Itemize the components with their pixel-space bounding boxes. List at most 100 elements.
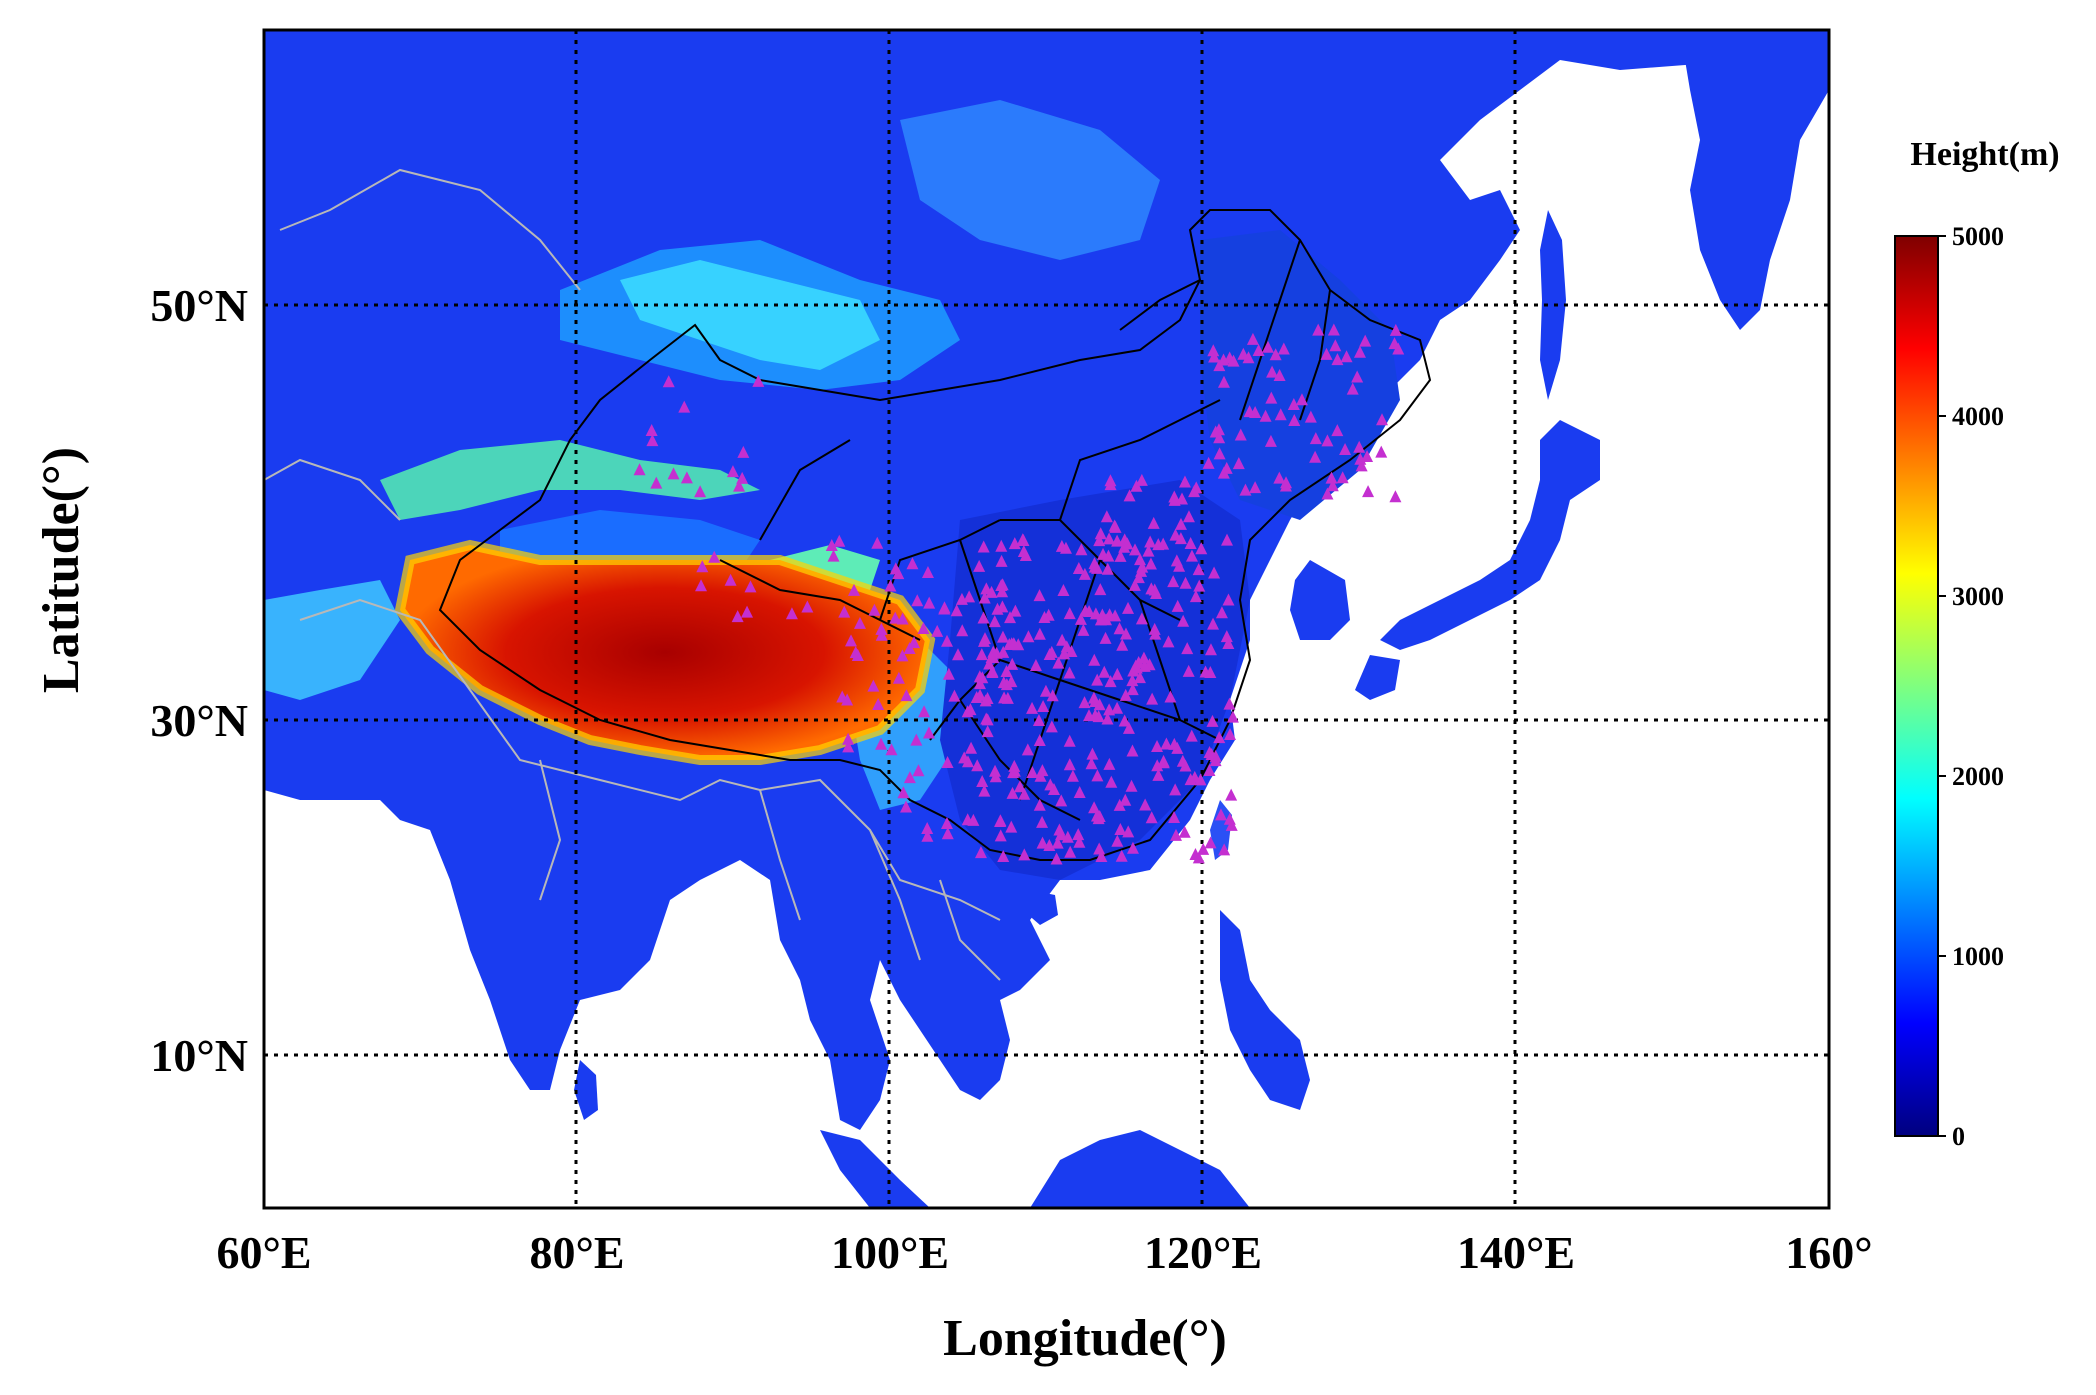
station-marker xyxy=(995,554,1008,567)
colorbar-tick-label: 0 xyxy=(1952,1122,1965,1151)
station-marker xyxy=(1170,828,1183,841)
station-marker xyxy=(1215,606,1228,619)
station-marker xyxy=(1095,849,1108,862)
station-marker xyxy=(1045,645,1058,658)
station-marker xyxy=(1116,638,1129,651)
station-marker xyxy=(1073,835,1086,848)
station-marker xyxy=(1099,631,1112,644)
station-marker xyxy=(997,849,1010,862)
station-marker xyxy=(1126,744,1139,757)
station-marker xyxy=(1164,690,1177,703)
station-marker xyxy=(977,540,990,553)
station-marker xyxy=(1060,640,1073,653)
elev-plateau-edge xyxy=(394,539,936,765)
station-marker xyxy=(1128,578,1141,591)
station-marker xyxy=(801,600,814,613)
land-sakhalin xyxy=(1540,210,1566,400)
station-marker xyxy=(1279,479,1292,492)
station-marker xyxy=(1126,841,1139,854)
station-marker xyxy=(1115,849,1128,862)
station-marker xyxy=(1169,783,1182,796)
station-marker xyxy=(1214,808,1227,821)
station-marker xyxy=(1013,780,1026,793)
station-marker xyxy=(1055,794,1068,807)
station-marker xyxy=(853,616,866,629)
station-marker xyxy=(708,550,721,563)
station-marker xyxy=(903,771,916,784)
station-marker xyxy=(1091,769,1104,782)
station-marker xyxy=(1320,347,1333,360)
station-marker xyxy=(1184,537,1197,550)
station-marker xyxy=(1103,703,1116,716)
station-marker xyxy=(1018,848,1031,861)
colorbar-tick-label: 5000 xyxy=(1952,222,2004,251)
station-marker xyxy=(695,579,708,592)
station-marker xyxy=(1217,353,1230,366)
station-marker xyxy=(976,671,989,684)
station-marker xyxy=(1075,543,1088,556)
station-marker xyxy=(1192,563,1205,576)
station-marker xyxy=(989,764,1002,777)
station-marker xyxy=(981,725,994,738)
station-marker xyxy=(1063,758,1076,771)
station-marker xyxy=(1174,532,1187,545)
land-srilanka xyxy=(574,1060,598,1120)
station-marker xyxy=(1119,793,1132,806)
station-marker xyxy=(942,667,955,680)
station-marker xyxy=(1132,571,1145,584)
land-philippines xyxy=(1220,910,1310,1110)
station-marker xyxy=(1139,798,1152,811)
elev-tibetan-plateau xyxy=(400,545,930,760)
station-marker xyxy=(1152,538,1165,551)
station-marker xyxy=(836,690,849,703)
station-marker xyxy=(1093,842,1106,855)
station-marker xyxy=(1126,683,1139,696)
station-marker xyxy=(1064,845,1077,858)
land-japan-south xyxy=(1355,655,1400,700)
colorbar-tick-label: 4000 xyxy=(1952,402,2004,431)
station-marker xyxy=(1004,611,1017,624)
station-marker xyxy=(1266,365,1279,378)
station-marker xyxy=(1036,815,1049,828)
station-marker xyxy=(973,559,986,572)
station-marker xyxy=(1134,553,1147,566)
station-marker xyxy=(965,741,978,754)
station-marker xyxy=(1176,754,1189,767)
station-marker xyxy=(1287,397,1300,410)
station-marker xyxy=(941,634,954,647)
station-marker xyxy=(1093,534,1106,547)
station-marker xyxy=(1388,337,1401,350)
station-marker xyxy=(1147,516,1160,529)
y-axis-ticks: 50°N 30°N 10°N xyxy=(150,280,248,1081)
station-marker xyxy=(922,726,935,739)
colorbar-gradient xyxy=(1894,235,1939,1137)
y-tick-label: 30°N xyxy=(150,695,248,746)
station-marker xyxy=(1325,471,1338,484)
station-marker xyxy=(1178,475,1191,488)
station-marker xyxy=(694,485,707,498)
station-marker xyxy=(1225,818,1238,831)
station-marker xyxy=(1083,604,1096,617)
station-marker xyxy=(938,602,951,615)
station-marker xyxy=(1036,764,1049,777)
x-tick-label: 60°E xyxy=(216,1227,311,1278)
station-marker xyxy=(1032,713,1045,726)
colorbar-ticks: 5000 4000 3000 2000 1000 0 xyxy=(1938,222,2004,1151)
station-marker xyxy=(1375,445,1388,458)
station-marker xyxy=(1223,697,1236,710)
station-marker xyxy=(1273,471,1286,484)
station-marker xyxy=(1204,643,1217,656)
china-province-borders xyxy=(438,209,1432,861)
station-marker xyxy=(1351,370,1364,383)
station-marker xyxy=(1103,532,1116,545)
station-marker xyxy=(667,467,680,480)
station-marker xyxy=(1055,828,1068,841)
station-marker xyxy=(1265,391,1278,404)
station-marker xyxy=(996,585,1009,598)
station-marker xyxy=(961,705,974,718)
station-marker xyxy=(1135,612,1148,625)
station-marker xyxy=(1008,537,1021,550)
station-marker xyxy=(1119,688,1132,701)
station-marker xyxy=(983,657,996,670)
station-marker xyxy=(1218,843,1231,856)
